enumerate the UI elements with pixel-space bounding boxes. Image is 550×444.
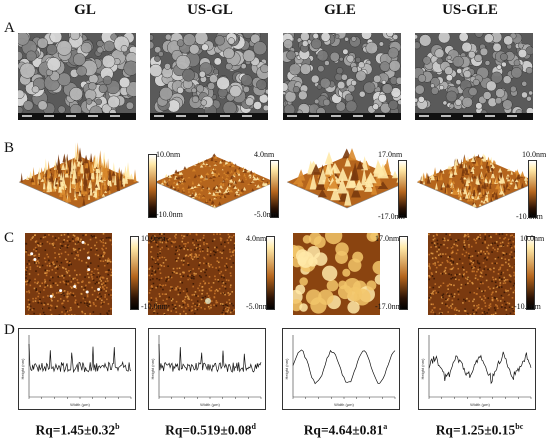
row-label-c: C bbox=[4, 230, 15, 246]
colorbar-min: -10.0nm bbox=[514, 302, 541, 311]
rq-superscript: a bbox=[383, 422, 388, 431]
rq-superscript: bc bbox=[515, 422, 524, 431]
sem-texture bbox=[283, 33, 401, 120]
colorbar-max: 4.0nm bbox=[254, 150, 275, 159]
sem-image-us-gle bbox=[415, 33, 533, 120]
rq-text: Rq=0.519±0.08 bbox=[165, 422, 252, 438]
afm-2d-gle bbox=[293, 233, 380, 315]
colorbar-gradient bbox=[270, 160, 279, 218]
row-label-a: A bbox=[4, 20, 15, 36]
rq-text: Rq=4.64±0.81 bbox=[303, 422, 384, 438]
sem-image-us-gl bbox=[150, 33, 268, 120]
rq-text: Rq=1.45±0.32 bbox=[35, 422, 116, 438]
afm-3d-us-gl bbox=[148, 140, 283, 220]
colorbar-max: 10.0nm bbox=[156, 150, 181, 159]
sem-texture bbox=[150, 33, 268, 120]
sem-texture bbox=[18, 33, 136, 120]
column-title-us-gle: US-GLE bbox=[442, 2, 498, 18]
rq-superscript: d bbox=[251, 422, 256, 431]
sem-image-gle bbox=[283, 33, 401, 120]
profile-gle: Width (µm) Height (nm) bbox=[282, 328, 400, 410]
column-title-us-gl: US-GL bbox=[187, 2, 233, 18]
colorbar-min: -17.0nm bbox=[378, 212, 405, 221]
afm-2d-map bbox=[293, 233, 380, 315]
afm-3d-us-gle bbox=[410, 140, 545, 220]
y-axis-label: Height (nm) bbox=[420, 358, 425, 380]
colorbar-min: -10.0nm bbox=[516, 212, 543, 221]
afm-2d-map bbox=[148, 233, 235, 315]
colorbar-min: -5.0nm bbox=[246, 302, 269, 311]
profile-us-gl: Width (µm) Height (nm) bbox=[148, 328, 266, 410]
afm-3d-surface bbox=[18, 142, 140, 209]
profile-plot: Width (µm) Height (nm) bbox=[284, 335, 396, 407]
rq-value-us-gl: Rq=0.519±0.08d bbox=[143, 422, 278, 439]
colorbar-gradient bbox=[526, 236, 535, 310]
profile-us-gle: Width (µm) Height (nm) bbox=[418, 328, 536, 410]
colorbar-gradient bbox=[130, 236, 139, 310]
colorbar-gradient bbox=[266, 236, 275, 310]
colorbar-gradient bbox=[399, 236, 408, 310]
afm-2d-gl bbox=[25, 233, 112, 315]
rq-text: Rq=1.25±0.15 bbox=[435, 422, 516, 438]
profile-gl: Width (µm) Height (nm) bbox=[18, 328, 136, 410]
colorbar-max: 17.0nm bbox=[375, 234, 400, 243]
colorbar-gradient bbox=[528, 160, 537, 218]
profile-plot: Width (µm) Height (nm) bbox=[150, 335, 262, 407]
colorbar-max: 17.0nm bbox=[378, 150, 403, 159]
afm-3d-surface bbox=[416, 153, 538, 209]
x-axis-label: Width (µm) bbox=[470, 402, 490, 407]
sem-texture bbox=[415, 33, 533, 120]
column-title-gl: GL bbox=[74, 2, 96, 18]
row-label-b: B bbox=[4, 140, 15, 156]
rq-value-gle: Rq=4.64±0.81a bbox=[278, 422, 413, 439]
y-axis-label: Height (nm) bbox=[20, 358, 25, 380]
row-label-d: D bbox=[4, 322, 15, 338]
colorbar-min: -10.0nm bbox=[141, 302, 168, 311]
rq-value-gl: Rq=1.45±0.32b bbox=[10, 422, 145, 439]
afm-2d-us-gle bbox=[428, 233, 515, 315]
column-title-gle: GLE bbox=[324, 2, 356, 18]
afm-3d-surface bbox=[286, 148, 408, 209]
colorbar-max: 10.0nm bbox=[520, 234, 545, 243]
x-axis-label: Width (µm) bbox=[200, 402, 220, 407]
colorbar-max: 10.0nm bbox=[141, 234, 166, 243]
colorbar-min: -5.0nm bbox=[254, 210, 277, 219]
afm-2d-us-gl bbox=[148, 233, 235, 315]
colorbar-max: 10.0nm bbox=[522, 150, 547, 159]
rq-superscript: b bbox=[115, 422, 120, 431]
colorbar-max: 4.0nm bbox=[246, 234, 267, 243]
afm-3d-surface bbox=[154, 153, 276, 209]
profile-plot: Width (µm) Height (nm) bbox=[20, 335, 132, 407]
y-axis-label: Height (nm) bbox=[150, 358, 155, 380]
afm-2d-map bbox=[25, 233, 112, 315]
colorbar-min: -10.0nm bbox=[156, 210, 183, 219]
afm-2d-map bbox=[428, 233, 515, 315]
y-axis-label: Height (nm) bbox=[284, 358, 289, 380]
colorbar-gradient bbox=[148, 154, 157, 218]
sem-image-gl bbox=[18, 33, 136, 120]
colorbar-gradient bbox=[398, 160, 407, 218]
colorbar-min: -17.0nm bbox=[375, 302, 402, 311]
afm-3d-gl bbox=[12, 140, 147, 220]
x-axis-label: Width (µm) bbox=[334, 402, 354, 407]
x-axis-label: Width (µm) bbox=[70, 402, 90, 407]
rq-value-us-gle: Rq=1.25±0.15bc bbox=[412, 422, 547, 439]
afm-3d-gle bbox=[280, 140, 415, 220]
profile-plot: Width (µm) Height (nm) bbox=[420, 335, 532, 407]
